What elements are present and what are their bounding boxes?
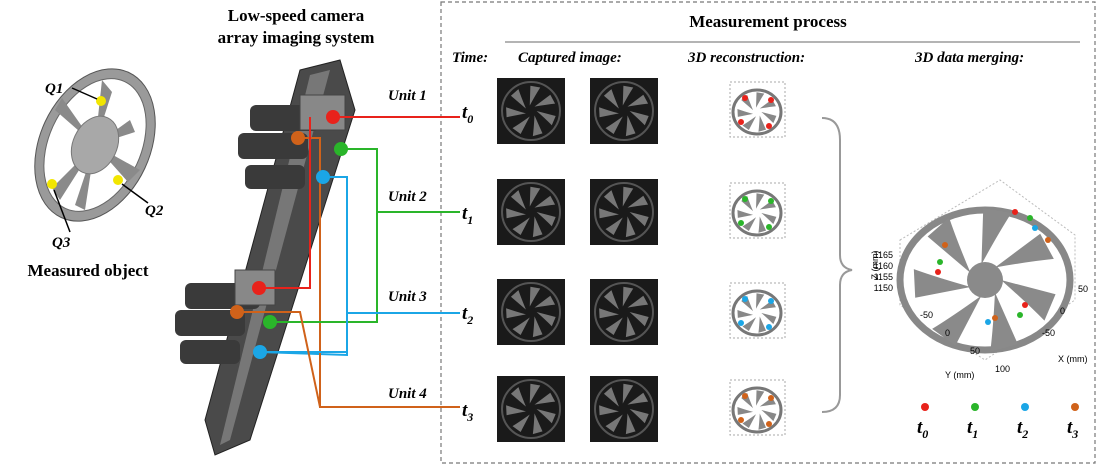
time-label: t1 [967,417,978,441]
legend-dot [971,403,979,411]
figure: Low-speed camera array imaging system Me… [0,0,1099,467]
captured-image [497,376,565,442]
time-index: 0 [467,112,473,126]
time-index: 3 [1071,427,1078,441]
column-header: Captured image: [518,50,622,66]
system-title: array imaging system [218,28,375,47]
merged-point [1032,225,1038,231]
merged-hub [967,262,1003,298]
time-label: t0 [462,102,473,126]
x-tick-label: -50 [1042,328,1055,338]
point-label: Q2 [145,203,164,219]
reconstruction [730,380,785,435]
y-tick-label: -50 [920,310,933,320]
captured-image [497,179,565,245]
recon-point [766,224,772,230]
time-index: 3 [466,410,473,424]
captured-image [590,78,658,144]
reconstruction [730,283,785,338]
y-tick-label: 50 [970,346,980,356]
z-tick-label: 1150 [874,283,893,293]
legend-dot [921,403,929,411]
time-index: 1 [467,213,473,227]
reconstruction [730,82,785,137]
time-index: 2 [1021,427,1028,441]
merged-point [935,269,941,275]
column-header: 3D reconstruction: [687,50,805,66]
merged-point [937,259,943,265]
merged-point [985,319,991,325]
captured-image [497,78,565,144]
time-index: 0 [922,427,928,441]
merged-point [1022,302,1028,308]
legend-dot [1071,403,1079,411]
y-tick-label: 100 [995,364,1010,374]
time-label: t3 [462,400,473,424]
time-label: t1 [462,203,473,227]
recon-point [742,196,748,202]
recon-point [738,320,744,326]
merged-point [1017,312,1023,318]
y-axis-label: Y (mm) [945,370,974,380]
recon-point [738,220,744,226]
recon-point [766,421,772,427]
y-tick-label: 0 [945,328,950,338]
recon-point [738,119,744,125]
recon-point [766,324,772,330]
unit-label: Unit 3 [388,289,427,305]
point-label: Q3 [52,235,71,251]
time-index: 1 [972,427,978,441]
unit-label: Unit 2 [388,189,427,205]
recon-point [742,296,748,302]
time-label: t2 [462,303,473,327]
column-header: Time: [452,50,488,66]
x-tick-label: 50 [1078,284,1088,294]
unit-label: Unit 4 [388,386,427,402]
captured-image [590,179,658,245]
merged-point [1027,215,1033,221]
point-label: Q1 [45,81,63,97]
merged-point [992,315,998,321]
recon-point [768,298,774,304]
recon-point [768,97,774,103]
unit-label: Unit 1 [388,88,427,104]
time-label: t0 [917,417,928,441]
merged-point [1045,237,1051,243]
captured-image [590,279,658,345]
time-label: t2 [1017,417,1028,441]
x-tick-label: 0 [1060,306,1065,316]
time-index: 2 [466,313,473,327]
reconstruction [730,183,785,238]
x-axis-label: X (mm) [1058,354,1088,364]
process-title: Measurement process [689,12,847,31]
object-label: Measured object [27,261,148,280]
recon-point [738,417,744,423]
time-label: t3 [1067,417,1078,441]
recon-point [742,393,748,399]
legend-dot [1021,403,1029,411]
system-title: Low-speed camera [228,6,365,25]
merged-point [942,242,948,248]
recon-point [768,198,774,204]
bracket [822,118,852,412]
column-header: 3D data merging: [914,50,1024,66]
captured-image [497,279,565,345]
merged-point [1012,209,1018,215]
recon-point [768,395,774,401]
z-axis-label: Z (mm) [870,251,880,280]
recon-point [766,123,772,129]
captured-image [590,376,658,442]
recon-point [742,95,748,101]
